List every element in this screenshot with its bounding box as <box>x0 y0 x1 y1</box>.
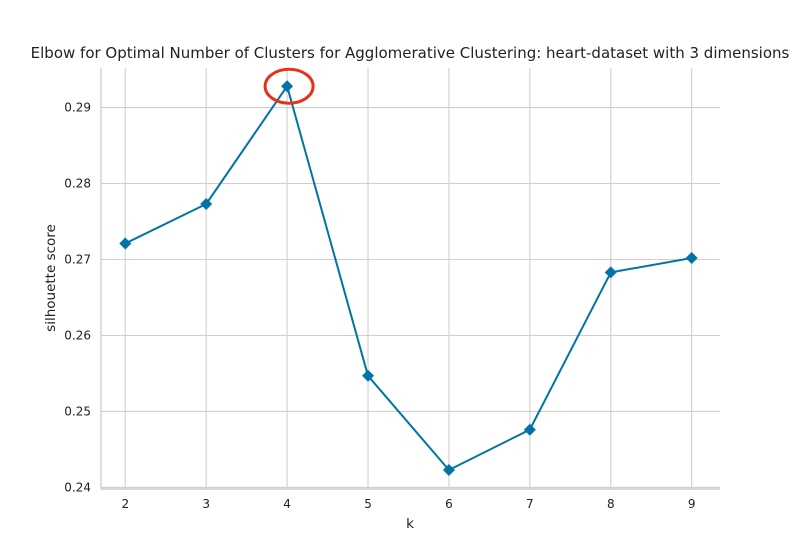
y-tick-label-0.27: 0.27 <box>64 253 91 267</box>
y-tick-label-0.25: 0.25 <box>64 404 91 418</box>
plot-frame <box>100 68 720 490</box>
series-line <box>124 85 692 471</box>
highlight <box>263 67 315 105</box>
data-point-k3 <box>200 198 213 211</box>
optimal-k-highlight-circle <box>263 67 315 105</box>
x-tick-label-3: 3 <box>202 497 210 511</box>
data-point-k4 <box>281 80 294 93</box>
x-tick-label-6: 6 <box>445 497 453 511</box>
series <box>119 80 698 477</box>
y-tick-label-0.28: 0.28 <box>64 177 91 191</box>
data-point-k9 <box>685 251 698 264</box>
tick-labels: 2 3 4 5 6 7 8 9 0.24 0.25 0.26 0.27 0.28 0.29 <box>64 101 695 511</box>
x-tick-label-7: 7 <box>526 497 534 511</box>
y-tick-label-0.29: 0.29 <box>64 101 91 115</box>
x-axis-label: k <box>406 516 414 532</box>
data-point-k2 <box>119 237 132 250</box>
x-tick-label-5: 5 <box>364 497 372 511</box>
x-tick-label-2: 2 <box>121 497 129 511</box>
y-tick-label-0.24: 0.24 <box>64 480 91 494</box>
x-tick-label-9: 9 <box>688 497 696 511</box>
chart-title: Elbow for Optimal Number of Clusters for… <box>31 44 790 62</box>
data-point-k7 <box>523 423 536 436</box>
data-point-k8 <box>604 266 617 279</box>
y-tick-label-0.26: 0.26 <box>64 328 91 342</box>
grid <box>101 68 720 489</box>
x-tick-label-8: 8 <box>607 497 615 511</box>
data-point-k6 <box>442 464 455 477</box>
data-point-k5 <box>362 369 375 382</box>
y-axis-label: silhouette score <box>43 224 59 332</box>
x-tick-label-4: 4 <box>283 497 291 511</box>
